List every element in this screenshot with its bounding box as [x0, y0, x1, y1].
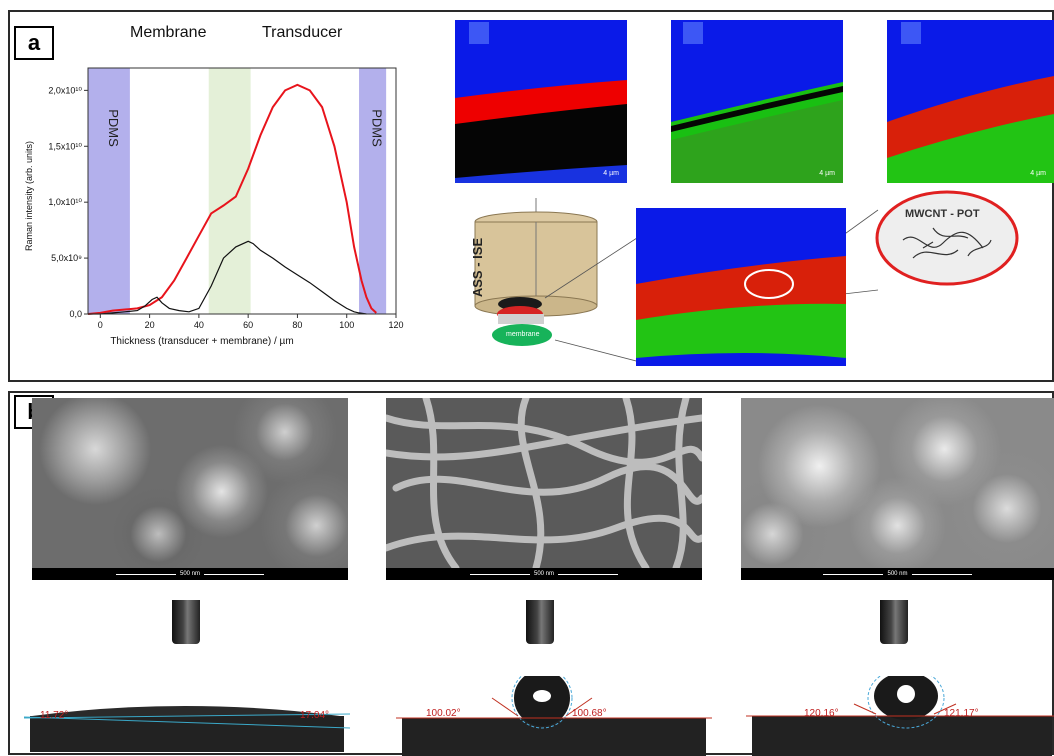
angle-1-right: 17.04° — [300, 710, 330, 721]
membrane-header: Membrane — [130, 24, 207, 41]
chart-y-tick-label-1: 5,0x10⁹ — [51, 253, 82, 263]
chart-y-tick-label-2: 1,0x10¹⁰ — [48, 197, 82, 207]
needle-2 — [526, 600, 554, 644]
angle-2-right: 100.68° — [572, 708, 607, 719]
chart-y-tick-label-0: 0,0 — [69, 309, 82, 319]
map-1-scale: 4 µm — [603, 170, 619, 177]
raman-map-3: 4 µm — [887, 20, 1054, 183]
tem-inset — [875, 190, 1019, 286]
chart-series-line-1 — [88, 240, 367, 315]
raman-map-2: 4 µm — [671, 20, 843, 183]
chart-series-line-0 — [87, 83, 377, 315]
sem-3-scale-text: 500 nm — [887, 571, 908, 577]
chart-x-tick-label-3: 60 — [243, 320, 253, 330]
angle-3-left: 120.16° — [804, 708, 839, 719]
chart-region-0 — [88, 68, 130, 314]
raman-chart: PDMS PDMS 0 20 40 60 80 100 120 0,0 5,0x10⁹ 1,0x10… — [24, 67, 404, 347]
chart-x-tick-label-4: 80 — [292, 320, 302, 330]
needle-1 — [172, 600, 200, 644]
panel-a-label: a — [14, 26, 54, 60]
raman-map-combined — [636, 208, 846, 366]
needle-3 — [880, 600, 908, 644]
electrode-schematic — [474, 198, 598, 346]
chart-y-axis-label: Raman intensity (arb. units) — [24, 141, 34, 251]
chart-x-axis-label: Thickness (transducer + membrane) / µm — [110, 336, 293, 347]
sem-2-scalebar: 500 nm — [386, 568, 702, 580]
chart-region-1 — [208, 68, 251, 314]
sem-image-3 — [741, 398, 1054, 568]
droplet-2 — [396, 676, 712, 756]
chart-y-tick-label-4: 2,0x10¹⁰ — [48, 85, 82, 95]
chart-region-label-0: PDMS — [106, 109, 121, 147]
sem-2-scale-text: 500 nm — [533, 571, 554, 577]
sem-image-1 — [32, 398, 348, 568]
chart-region-label-2: PDMS — [370, 109, 385, 147]
map-3-scale: 4 µm — [1030, 170, 1046, 177]
electrode-label: ASS - ISE — [470, 237, 486, 298]
droplet-3 — [746, 676, 1054, 756]
tem-inset-label: MWCNT - POT — [905, 208, 980, 220]
sem-1-scalebar: 500 nm — [32, 568, 348, 580]
raman-map-1: 4 µm — [455, 20, 627, 183]
map-2-scale: 4 µm — [819, 170, 835, 177]
chart-x-tick-label-2: 40 — [194, 320, 204, 330]
sem-1-scale-text: 500 nm — [179, 571, 200, 577]
chart-y-tick-label-3: 1,5x10¹⁰ — [48, 141, 82, 151]
chart-x-tick-label-5: 100 — [339, 320, 354, 330]
chart-x-tick-label-6: 120 — [388, 320, 403, 330]
chart-x-tick-label-0: 0 — [98, 320, 103, 330]
angle-1-left: 11.72° — [40, 710, 69, 721]
angle-2-left: 100.02° — [426, 708, 461, 719]
angle-3-right: 121.17° — [944, 708, 979, 719]
sem-3-scalebar: 500 nm — [741, 568, 1054, 580]
chart-region-2 — [359, 68, 387, 314]
transducer-header: Transducer — [262, 24, 343, 41]
droplet-1 — [24, 706, 351, 752]
membrane-disk-label: membrane — [506, 331, 540, 338]
chart-x-tick-label-1: 20 — [145, 320, 155, 330]
sem-image-2 — [386, 398, 702, 568]
